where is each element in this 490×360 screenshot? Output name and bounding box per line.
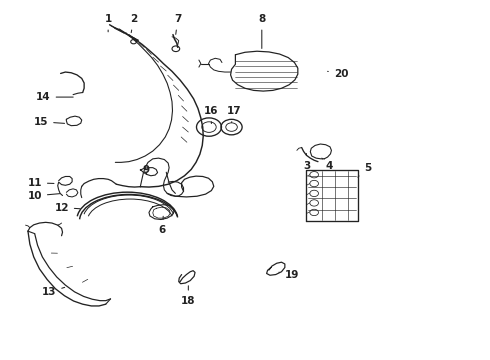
Text: 9: 9 — [143, 165, 150, 175]
Text: 3: 3 — [303, 154, 310, 171]
Text: 11: 11 — [27, 178, 54, 188]
Text: 6: 6 — [159, 216, 166, 235]
Text: 1: 1 — [104, 14, 112, 32]
Text: 7: 7 — [174, 14, 181, 34]
Text: 10: 10 — [27, 191, 60, 201]
Text: 4: 4 — [322, 158, 333, 171]
Text: 2: 2 — [130, 14, 137, 33]
Text: 12: 12 — [54, 203, 80, 212]
Text: 18: 18 — [181, 286, 196, 306]
Text: 19: 19 — [279, 270, 299, 280]
Text: 13: 13 — [42, 287, 65, 297]
Text: 14: 14 — [36, 92, 73, 102]
Text: 15: 15 — [34, 117, 65, 127]
Text: 17: 17 — [227, 106, 242, 122]
Text: 8: 8 — [258, 14, 266, 49]
Text: 16: 16 — [204, 106, 219, 123]
Text: 5: 5 — [358, 163, 371, 177]
Text: 20: 20 — [328, 69, 348, 79]
